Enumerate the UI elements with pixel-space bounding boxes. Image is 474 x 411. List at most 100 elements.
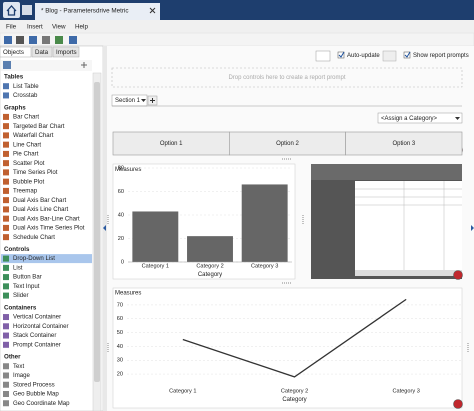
- object-item[interactable]: Stack Container: [13, 332, 56, 339]
- object-item[interactable]: Geo Coordinate Map: [13, 400, 70, 407]
- remove-button[interactable]: [453, 270, 463, 280]
- object-icon: [3, 341, 9, 348]
- object-item[interactable]: Slider: [13, 292, 29, 299]
- object-item[interactable]: List: [13, 264, 23, 271]
- object-item[interactable]: Line Chart: [13, 141, 41, 148]
- object-item[interactable]: Pie Chart: [13, 151, 39, 158]
- tab-title: * Blog - Parametersdrive Metric: [41, 8, 128, 15]
- toolbar-button[interactable]: [16, 36, 24, 44]
- y-tick-label: 70: [117, 302, 123, 308]
- object-item[interactable]: Bubble Plot: [13, 178, 44, 185]
- menu-item[interactable]: View: [52, 24, 66, 31]
- object-item[interactable]: Dual Axis Time Series Plot: [13, 225, 85, 232]
- object-item[interactable]: Button Bar: [13, 274, 42, 281]
- object-item[interactable]: Prompt Container: [13, 341, 61, 348]
- object-item[interactable]: Targeted Bar Chart: [13, 123, 65, 130]
- show-prompts-checkbox[interactable]: [403, 51, 411, 59]
- toolbar-button[interactable]: [42, 36, 50, 44]
- object-icon: [3, 381, 9, 388]
- object-item[interactable]: Bar Chart: [13, 114, 39, 121]
- panel-tab[interactable]: [31, 46, 53, 58]
- object-item[interactable]: Stored Process: [13, 381, 55, 388]
- object-item[interactable]: Text Input: [13, 283, 40, 290]
- y-tick-label: 0: [121, 259, 124, 265]
- select-arrow: [455, 117, 460, 120]
- object-item[interactable]: Text: [13, 363, 24, 370]
- document-tab[interactable]: [35, 3, 160, 20]
- y-tick-label: 20: [118, 236, 124, 242]
- toolbar-button[interactable]: [69, 36, 77, 44]
- object-icon: [3, 400, 9, 407]
- object-item[interactable]: Image: [13, 372, 31, 379]
- pin-icon[interactable]: [81, 62, 87, 68]
- x-tick-label: Category 3: [392, 388, 419, 394]
- toolbar-button[interactable]: [55, 36, 63, 44]
- toolbar-button[interactable]: [29, 36, 37, 44]
- toolbar-button[interactable]: [4, 36, 12, 44]
- object-icon: [3, 363, 9, 370]
- object-item[interactable]: Dual Axis Line Chart: [13, 206, 69, 213]
- object-item[interactable]: Dual Axis Bar Chart: [13, 197, 66, 204]
- category-select[interactable]: [377, 112, 463, 124]
- expand-arrow[interactable]: [471, 225, 474, 231]
- panel-icon[interactable]: [3, 61, 11, 69]
- panel-tab[interactable]: [52, 46, 80, 58]
- object-item[interactable]: Drop-Down List: [13, 255, 55, 262]
- prompt-drop-area[interactable]: [111, 67, 463, 88]
- check: [338, 51, 345, 58]
- y-tick-label: 40: [117, 344, 123, 350]
- menu-item[interactable]: Help: [75, 24, 88, 31]
- line-chart-panel[interactable]: [112, 287, 463, 409]
- home-dropdown[interactable]: [22, 5, 32, 15]
- home-button[interactable]: [3, 2, 20, 18]
- object-icon: [3, 332, 9, 339]
- object-item[interactable]: Time Series Plot: [13, 169, 58, 176]
- menu-item[interactable]: File: [6, 24, 17, 31]
- object-icon: [3, 391, 9, 397]
- left-panel: [0, 45, 104, 411]
- object-item[interactable]: Schedule Chart: [13, 234, 55, 241]
- group-header: Containers: [4, 304, 37, 311]
- panel-tab[interactable]: [0, 46, 32, 58]
- group-header: Controls: [4, 246, 30, 253]
- menu-item[interactable]: Insert: [27, 24, 43, 31]
- auto-update-checkbox[interactable]: [337, 51, 345, 59]
- tab-menu[interactable]: [141, 99, 146, 102]
- object-item[interactable]: Vertical Container: [13, 314, 61, 321]
- bar[interactable]: [132, 211, 179, 262]
- object-item[interactable]: Scatter Plot: [13, 160, 45, 167]
- panel-tab-label: Objects: [3, 49, 24, 56]
- object-item[interactable]: Treemap: [13, 188, 38, 195]
- x-tick-label: Category 3: [251, 263, 278, 269]
- bar[interactable]: [241, 184, 288, 262]
- panel-tab-label: Data: [35, 49, 49, 56]
- crosstab-body: [355, 181, 462, 270]
- object-item[interactable]: Geo Bubble Map: [13, 391, 59, 398]
- object-icon: [3, 141, 9, 148]
- object-icon: [3, 197, 9, 204]
- object-item[interactable]: Horizontal Container: [13, 323, 69, 330]
- option-button[interactable]: [345, 131, 463, 156]
- tab-close[interactable]: [149, 7, 156, 14]
- object-item[interactable]: Crosstab: [13, 92, 38, 99]
- y-axis-title: Measures: [115, 291, 141, 297]
- object-item[interactable]: Dual Axis Bar-Line Chart: [13, 215, 80, 222]
- object-icon: [3, 283, 9, 290]
- scroll-thumb[interactable]: [94, 82, 100, 382]
- y-tick-label: 20: [117, 372, 123, 378]
- y-tick-label: 50: [117, 330, 123, 336]
- object-item[interactable]: List Table: [13, 83, 39, 90]
- crosstab-scrollbar[interactable]: [355, 270, 462, 276]
- remove-button[interactable]: [453, 399, 463, 409]
- bar[interactable]: [187, 236, 233, 262]
- panel-tab-label: Imports: [56, 49, 77, 56]
- collapse-arrow[interactable]: [103, 225, 106, 231]
- layout-button[interactable]: [315, 50, 331, 62]
- object-icon: [3, 274, 9, 281]
- refresh-button[interactable]: [382, 50, 397, 62]
- check: [404, 51, 411, 58]
- y-tick-label: 80: [118, 165, 124, 171]
- y-tick-label: 60: [117, 316, 123, 322]
- line[interactable]: [182, 298, 407, 378]
- object-item[interactable]: Waterfall Chart: [13, 132, 54, 139]
